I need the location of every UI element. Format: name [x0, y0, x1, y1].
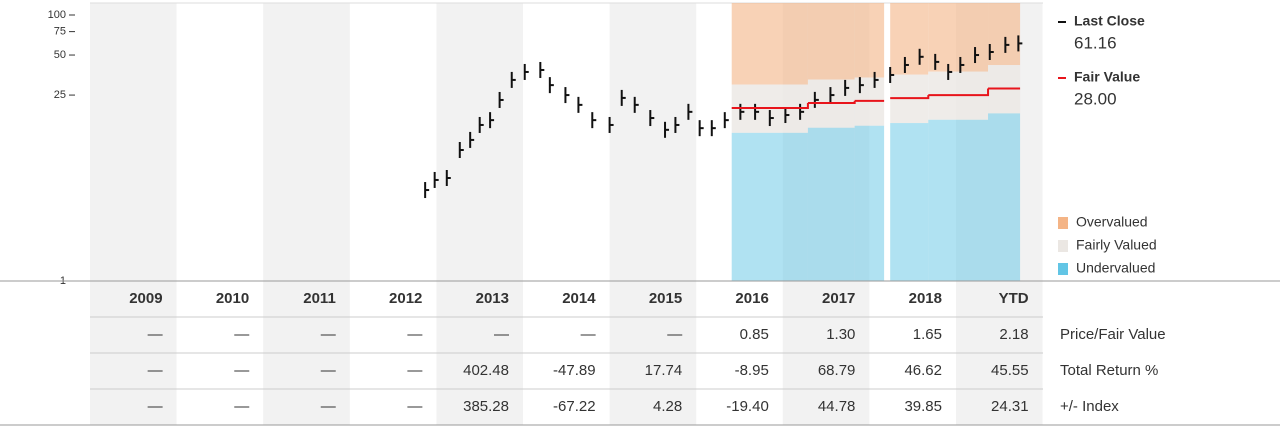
- table-cell: -47.89: [553, 362, 596, 379]
- overvalued-band: [807, 3, 855, 80]
- year-header: 2010: [216, 290, 249, 307]
- table-cell: —: [148, 326, 163, 343]
- table-cell: —: [407, 362, 422, 379]
- table-cell: 1.30: [826, 326, 855, 343]
- table-cell: —: [494, 326, 509, 343]
- table-cell: 17.74: [645, 362, 683, 379]
- year-header: 2014: [562, 290, 596, 307]
- table-cell: -67.22: [553, 398, 596, 415]
- table-cell: —: [321, 398, 336, 415]
- band-legend-swatch: [1058, 217, 1068, 229]
- table-cell: —: [321, 362, 336, 379]
- undervalued-band: [807, 127, 855, 281]
- legend-label: Fair Value: [1074, 69, 1140, 85]
- table-cell: 385.28: [463, 398, 509, 415]
- band-legend-label: Overvalued: [1076, 214, 1148, 230]
- overvalued-band: [731, 3, 808, 85]
- year-header: 2011: [303, 290, 336, 307]
- table-cell: 46.62: [904, 362, 942, 379]
- table-cell: 45.55: [991, 362, 1029, 379]
- year-header: 2013: [476, 290, 509, 307]
- undervalued-band: [890, 123, 929, 281]
- overvalued-band: [890, 3, 929, 75]
- band-legend-swatch: [1058, 240, 1068, 252]
- column-band: [436, 3, 523, 425]
- column-band: [609, 3, 697, 425]
- column-band: [263, 3, 350, 425]
- overvalued-band: [928, 3, 989, 72]
- table-cell: 1.65: [913, 326, 942, 343]
- overvalued-band: [988, 3, 1021, 66]
- column-band: [90, 3, 177, 425]
- undervalued-band: [988, 113, 1021, 281]
- year-header: 2012: [389, 290, 422, 307]
- table-cell: 4.28: [653, 398, 682, 415]
- table-cell: —: [234, 326, 249, 343]
- table-cell: 68.79: [818, 362, 856, 379]
- table-cell: 2.18: [999, 326, 1028, 343]
- year-header: 2009: [129, 290, 162, 307]
- row-label: Price/Fair Value: [1060, 326, 1166, 343]
- undervalued-band: [854, 125, 885, 281]
- table-cell: 0.85: [740, 326, 769, 343]
- fair-value-line: [890, 95, 930, 100]
- table-cell: —: [234, 362, 249, 379]
- row-label: +/- Index: [1060, 398, 1119, 415]
- legend-value: 28.00: [1074, 89, 1117, 108]
- table-cell: 24.31: [991, 398, 1029, 415]
- table-cell: -8.95: [735, 362, 769, 379]
- year-header: 2015: [649, 290, 682, 307]
- fair-value-line: [928, 88, 990, 97]
- year-header: 2016: [735, 290, 768, 307]
- table-cell: —: [321, 326, 336, 343]
- undervalued-band: [731, 132, 808, 281]
- y-tick-label: 75: [54, 26, 66, 38]
- table-cell: —: [234, 398, 249, 415]
- table-cell: —: [667, 326, 682, 343]
- table-cell: —: [148, 362, 163, 379]
- band-legend-swatch: [1058, 263, 1068, 275]
- table-cell: —: [581, 326, 596, 343]
- y-tick-label: 100: [48, 9, 66, 21]
- y-tick-label: 50: [54, 49, 66, 61]
- band-legend-label: Undervalued: [1076, 260, 1155, 276]
- undervalued-band: [928, 119, 989, 281]
- year-header: YTD: [999, 290, 1029, 307]
- band-legend-label: Fairly Valued: [1076, 237, 1157, 253]
- legend-label: Last Close: [1074, 13, 1145, 29]
- table-cell: 402.48: [463, 362, 509, 379]
- table-cell: 39.85: [904, 398, 942, 415]
- year-header: 2018: [909, 290, 942, 307]
- table-cell: 44.78: [818, 398, 856, 415]
- year-header: 2017: [822, 290, 855, 307]
- overvalued-band: [854, 3, 885, 78]
- fair-value-line: [731, 102, 809, 109]
- table-cell: —: [407, 398, 422, 415]
- legend-value: 61.16: [1074, 33, 1117, 52]
- table-cell: —: [148, 398, 163, 415]
- row-label: Total Return %: [1060, 362, 1158, 379]
- y-tick-label: 25: [54, 89, 66, 101]
- table-cell: -19.40: [726, 398, 769, 415]
- table-cell: —: [407, 326, 422, 343]
